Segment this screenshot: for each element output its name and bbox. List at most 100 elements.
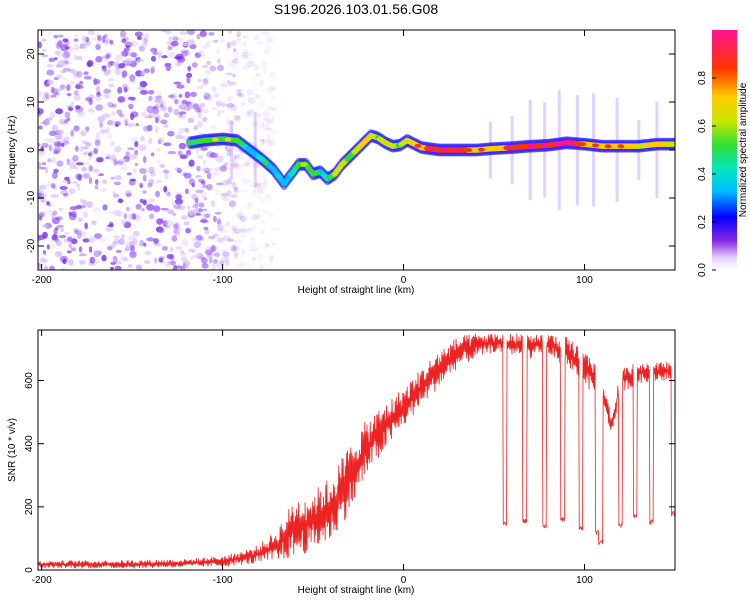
noise-blob — [139, 90, 148, 95]
noise-blob — [185, 227, 192, 234]
noise-blob — [73, 33, 80, 38]
noise-blob — [256, 41, 264, 45]
noise-blob — [112, 191, 117, 196]
noise-blob — [165, 30, 172, 35]
ridge-hotspot — [300, 162, 308, 167]
noise-blob — [200, 180, 206, 185]
noise-blob — [77, 111, 85, 117]
noise-blob — [54, 50, 60, 55]
noise-blob — [258, 101, 265, 108]
noise-blob — [220, 257, 229, 263]
noise-blob — [192, 204, 198, 209]
noise-blob — [41, 48, 47, 53]
noise-blob — [69, 162, 76, 170]
noise-blob — [44, 267, 50, 270]
noise-blob — [79, 152, 88, 156]
colorbar-tick-label: 0.2 — [697, 215, 708, 229]
noise-blob — [54, 227, 59, 231]
noise-blob — [98, 237, 107, 242]
noise-blob — [149, 213, 154, 219]
noise-blob — [63, 231, 70, 235]
noise-blob — [230, 245, 237, 252]
colorbar: 0.0 0.2 0.4 0.6 0.8 Normalized spectral ampl… — [697, 30, 749, 277]
noise-blob — [107, 69, 112, 74]
noise-blob — [208, 246, 214, 254]
noise-blob — [126, 123, 135, 127]
noise-blob — [41, 54, 49, 58]
noise-blob — [132, 168, 137, 174]
noise-blob — [79, 160, 84, 164]
noise-blob — [226, 79, 231, 84]
noise-blob — [185, 127, 190, 134]
noise-blob — [42, 138, 52, 142]
noise-blob — [163, 185, 168, 193]
noise-blob — [248, 243, 255, 249]
noise-blob — [271, 107, 277, 112]
noise-blob — [178, 104, 186, 110]
noise-blob — [176, 84, 185, 89]
noise-blob — [118, 113, 125, 118]
noise-blob — [173, 108, 180, 116]
noise-blob — [265, 194, 270, 198]
noise-blob — [114, 181, 121, 186]
noise-blob — [89, 256, 96, 264]
noise-blob — [115, 210, 123, 217]
noise-blob — [202, 208, 208, 212]
y-tick-label: 200 — [24, 498, 35, 515]
noise-blob — [103, 93, 110, 99]
noise-blob — [72, 180, 78, 184]
noise-blob — [263, 89, 267, 93]
noise-blob — [259, 79, 264, 86]
noise-blob — [237, 209, 242, 214]
noise-blob — [85, 126, 90, 132]
noise-blob — [225, 146, 232, 152]
noise-blob — [66, 179, 71, 185]
noise-blob — [206, 60, 211, 66]
noise-blob — [117, 96, 126, 103]
noise-blob — [141, 41, 148, 48]
noise-blob — [188, 248, 195, 253]
noise-blob — [217, 220, 222, 228]
noise-blob — [262, 64, 271, 70]
noise-blob — [238, 93, 245, 98]
noise-blob — [62, 193, 69, 197]
noise-blob — [270, 54, 278, 62]
noise-blob — [94, 139, 101, 147]
noise-blob — [241, 42, 248, 48]
noise-blob — [139, 183, 143, 188]
ridge-hotspot — [477, 147, 485, 152]
noise-blob — [219, 170, 225, 174]
spectrogram-x-label: Height of straight line (km) — [298, 285, 415, 296]
noise-blob — [73, 43, 79, 51]
noise-blob — [115, 64, 124, 69]
x-tick-label: -100 — [213, 275, 233, 286]
noise-blob — [75, 162, 84, 166]
noise-blob — [270, 139, 276, 146]
noise-blob — [265, 137, 272, 144]
noise-blob — [143, 242, 147, 247]
noise-blob — [114, 146, 122, 153]
noise-blob — [125, 192, 132, 198]
noise-blob — [62, 38, 69, 43]
noise-blob — [94, 233, 102, 239]
noise-blob — [262, 41, 271, 48]
ridge-hotspot — [363, 137, 371, 142]
noise-blob — [180, 266, 186, 270]
ridge-hotspot — [199, 138, 207, 143]
noise-blob — [264, 150, 272, 156]
ridge-hotspot — [528, 144, 536, 149]
noise-blob — [167, 260, 177, 265]
noise-blob — [212, 215, 217, 223]
noise-blob — [168, 94, 175, 99]
noise-blob — [257, 182, 265, 187]
noise-blob — [207, 235, 216, 240]
noise-blob — [152, 51, 159, 55]
noise-blob — [56, 51, 63, 58]
noise-blob — [127, 96, 136, 101]
noise-blob — [233, 162, 242, 170]
noise-blob — [160, 207, 169, 211]
noise-blob — [172, 264, 178, 270]
x-tick-label: 0 — [401, 575, 407, 586]
ridge-hotspot — [629, 144, 637, 149]
noise-blob — [197, 113, 202, 118]
